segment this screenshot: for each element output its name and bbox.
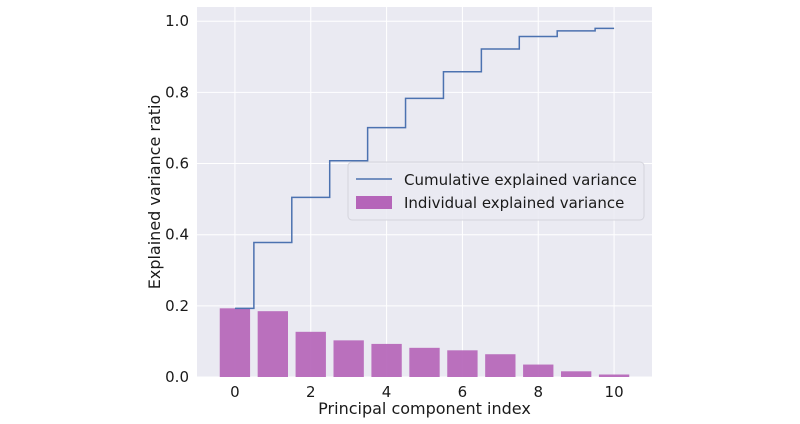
y-tick-label: 0.6 xyxy=(165,155,189,173)
bar-individual-variance xyxy=(485,354,516,377)
y-tick-label: 0.8 xyxy=(165,83,189,101)
bar-individual-variance xyxy=(219,308,251,377)
bar-individual-variance xyxy=(257,311,288,377)
y-tick-label: 0.2 xyxy=(165,297,189,315)
bar-individual-variance xyxy=(598,374,630,377)
y-tick-label: 0.0 xyxy=(165,368,189,386)
legend-bar-swatch xyxy=(356,196,392,209)
x-tick-label: 2 xyxy=(306,383,316,401)
x-axis-label: Principal component index xyxy=(318,399,531,418)
x-tick-label: 6 xyxy=(458,383,468,401)
legend-label-individual: Individual explained variance xyxy=(404,194,624,212)
bar-individual-variance xyxy=(295,331,326,377)
y-tick-label: 0.4 xyxy=(165,226,189,244)
bar-individual-variance xyxy=(371,343,402,377)
x-tick-label: 4 xyxy=(382,383,392,401)
bar-individual-variance xyxy=(561,371,592,377)
y-tick-label: 1.0 xyxy=(165,12,189,30)
legend-label-cumulative: Cumulative explained variance xyxy=(404,171,637,189)
bar-individual-variance xyxy=(523,364,554,377)
legend: Cumulative explained variance Individual… xyxy=(347,161,645,221)
y-axis-label: Explained variance ratio xyxy=(145,95,164,290)
x-tick-label: 10 xyxy=(605,383,624,401)
y-tick-labels: 0.0 0.2 0.4 0.6 0.8 1.0 xyxy=(165,12,189,386)
x-tick-label: 8 xyxy=(533,383,543,401)
bar-series xyxy=(219,308,630,377)
bar-individual-variance xyxy=(409,347,440,377)
cumulative-step-line xyxy=(234,27,615,310)
legend-box xyxy=(347,161,645,221)
x-tick-label: 0 xyxy=(230,383,240,401)
bar-individual-variance xyxy=(447,350,478,377)
x-tick-labels: 0 2 4 6 8 10 xyxy=(230,383,623,401)
bar-individual-variance xyxy=(333,340,364,377)
